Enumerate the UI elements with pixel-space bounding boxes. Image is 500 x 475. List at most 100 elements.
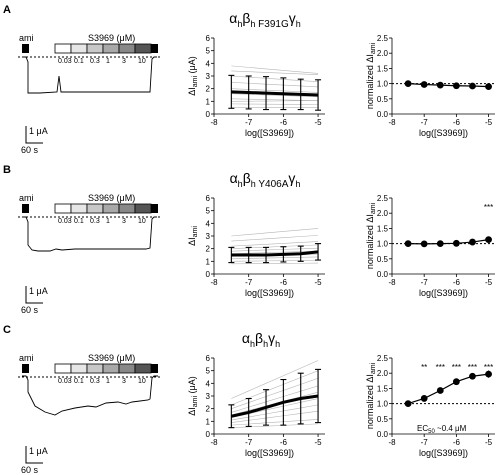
individual-trace bbox=[231, 241, 319, 247]
conc-bar-2 bbox=[86, 43, 104, 54]
norm-ytick-label: 1.0 bbox=[377, 80, 389, 89]
mutation-label: Y406A bbox=[256, 179, 289, 190]
conc-label: 0.3 bbox=[90, 58, 100, 65]
mean-line bbox=[231, 250, 319, 257]
abs-ytick-label: 6 bbox=[206, 34, 211, 43]
alpha-symbol: α bbox=[230, 170, 238, 186]
conc-label: 0.03 bbox=[58, 58, 72, 65]
norm-xlabel: log([S3969]) bbox=[419, 288, 468, 298]
individual-trace bbox=[231, 70, 319, 76]
norm-xlabel: log([S3969]) bbox=[419, 448, 468, 458]
beta-symbol: β bbox=[255, 330, 263, 346]
conc-label: 0.03 bbox=[58, 218, 72, 225]
abs-ytick-label: 5 bbox=[206, 47, 211, 56]
scale-current-label: 1 μA bbox=[29, 126, 48, 136]
abs-ytick-label: 5 bbox=[206, 367, 211, 376]
norm-ytick-label: 1.0 bbox=[377, 400, 389, 409]
abs-ytick-label: 2 bbox=[206, 245, 211, 254]
norm-ylabel-main: normalized ΔI bbox=[365, 214, 375, 269]
abs-ytick-label: 0 bbox=[206, 430, 211, 439]
norm-ytick-label: 1.5 bbox=[377, 224, 389, 233]
gamma-symbol: γ bbox=[289, 10, 296, 26]
norm-ytick-label: 1.0 bbox=[377, 240, 389, 249]
norm-xtick-label: -7 bbox=[421, 438, 429, 447]
norm-ytick-label: 2.0 bbox=[377, 369, 389, 378]
norm-xtick-label: -6 bbox=[453, 438, 461, 447]
gamma-sub: h bbox=[296, 19, 301, 29]
subunit-title: αhβh F391Gγh bbox=[229, 10, 301, 30]
scale-bar bbox=[25, 286, 43, 304]
norm-point bbox=[436, 240, 444, 247]
norm-point bbox=[469, 372, 476, 380]
ec50-sub: 50 bbox=[428, 429, 435, 435]
abs-xtick-label: -5 bbox=[315, 278, 323, 287]
norm-xtick-label: -8 bbox=[388, 118, 396, 127]
individual-trace bbox=[231, 370, 319, 406]
individual-trace bbox=[231, 250, 319, 255]
individual-trace bbox=[231, 259, 319, 262]
norm-ytick-label: 2.0 bbox=[377, 209, 389, 218]
abs-ytick-label: 1 bbox=[206, 257, 211, 266]
norm-xtick-label: -5 bbox=[485, 438, 493, 447]
conc-bar-0 bbox=[54, 203, 72, 214]
abs-xtick-label: -8 bbox=[210, 278, 218, 287]
panel-letter: C bbox=[3, 324, 11, 336]
scale-time-label: 60 s bbox=[21, 465, 39, 475]
norm-ylabel-main: normalized ΔI bbox=[365, 54, 375, 109]
current-trace bbox=[22, 216, 157, 252]
conc-bar-0 bbox=[54, 363, 72, 374]
abs-ytick-label: 0 bbox=[206, 270, 211, 279]
conc-bar-3 bbox=[102, 43, 120, 54]
norm-point bbox=[469, 238, 476, 246]
conc-label: 3 bbox=[122, 58, 126, 65]
abs-ytick-label: 3 bbox=[206, 392, 211, 401]
individual-trace bbox=[231, 100, 319, 102]
conc-label: 0.3 bbox=[90, 378, 100, 385]
abs-ylabel-sub: ami bbox=[192, 76, 199, 88]
individual-trace bbox=[231, 404, 319, 421]
abs-ytick-label: 0 bbox=[206, 110, 211, 119]
ami-label: ami bbox=[19, 33, 34, 43]
norm-xtick-label: -7 bbox=[421, 118, 429, 127]
norm-ylabel-sub: ami bbox=[370, 202, 377, 214]
norm-ytick-label: 0.0 bbox=[377, 270, 389, 279]
norm-point bbox=[485, 83, 492, 91]
individual-trace bbox=[231, 103, 319, 105]
significance-stars: *** bbox=[436, 363, 445, 372]
abs-ylabel-main: ΔI bbox=[187, 407, 197, 416]
norm-xtick-label: -8 bbox=[388, 438, 396, 447]
conc-bar-1 bbox=[70, 43, 88, 54]
abs-ylabel-unit: (μA) bbox=[187, 376, 197, 396]
norm-ylabel: normalized ΔIami bbox=[365, 362, 377, 429]
individual-trace bbox=[231, 419, 319, 426]
gamma-sub: h bbox=[295, 179, 300, 189]
beta-symbol: β bbox=[242, 10, 250, 26]
significance-stars: *** bbox=[484, 363, 493, 372]
ami-bar-end bbox=[151, 44, 158, 53]
beta-sub: h bbox=[263, 339, 268, 349]
norm-ytick-label: 2.5 bbox=[377, 194, 389, 203]
abs-ylabel-sub: ami bbox=[192, 396, 199, 408]
abs-ylabel-main: ΔI bbox=[187, 237, 197, 246]
conc-label: 0.3 bbox=[90, 218, 100, 225]
individual-trace bbox=[231, 93, 319, 98]
ec50-annotation: EC50 ~0.4 μM bbox=[417, 424, 467, 435]
norm-point bbox=[469, 82, 476, 90]
norm-xtick-label: -6 bbox=[453, 118, 461, 127]
current-trace bbox=[22, 375, 158, 416]
norm-point bbox=[404, 80, 412, 87]
abs-ylabel: ΔIami (μA) bbox=[187, 376, 199, 415]
norm-ylabel: normalized ΔIami bbox=[365, 42, 377, 109]
conc-label: 10 bbox=[138, 218, 146, 225]
abs-ytick-label: 1 bbox=[206, 97, 211, 106]
significance-stars: ** bbox=[421, 363, 427, 372]
norm-point bbox=[436, 387, 444, 394]
abs-ytick-label: 2 bbox=[206, 85, 211, 94]
norm-ytick-label: 1.5 bbox=[377, 64, 389, 73]
ec50-main: EC bbox=[417, 424, 428, 433]
norm-ytick-label: 1.5 bbox=[377, 384, 389, 393]
abs-ylabel: ΔIami bbox=[187, 226, 199, 246]
abs-ytick-label: 5 bbox=[206, 207, 211, 216]
